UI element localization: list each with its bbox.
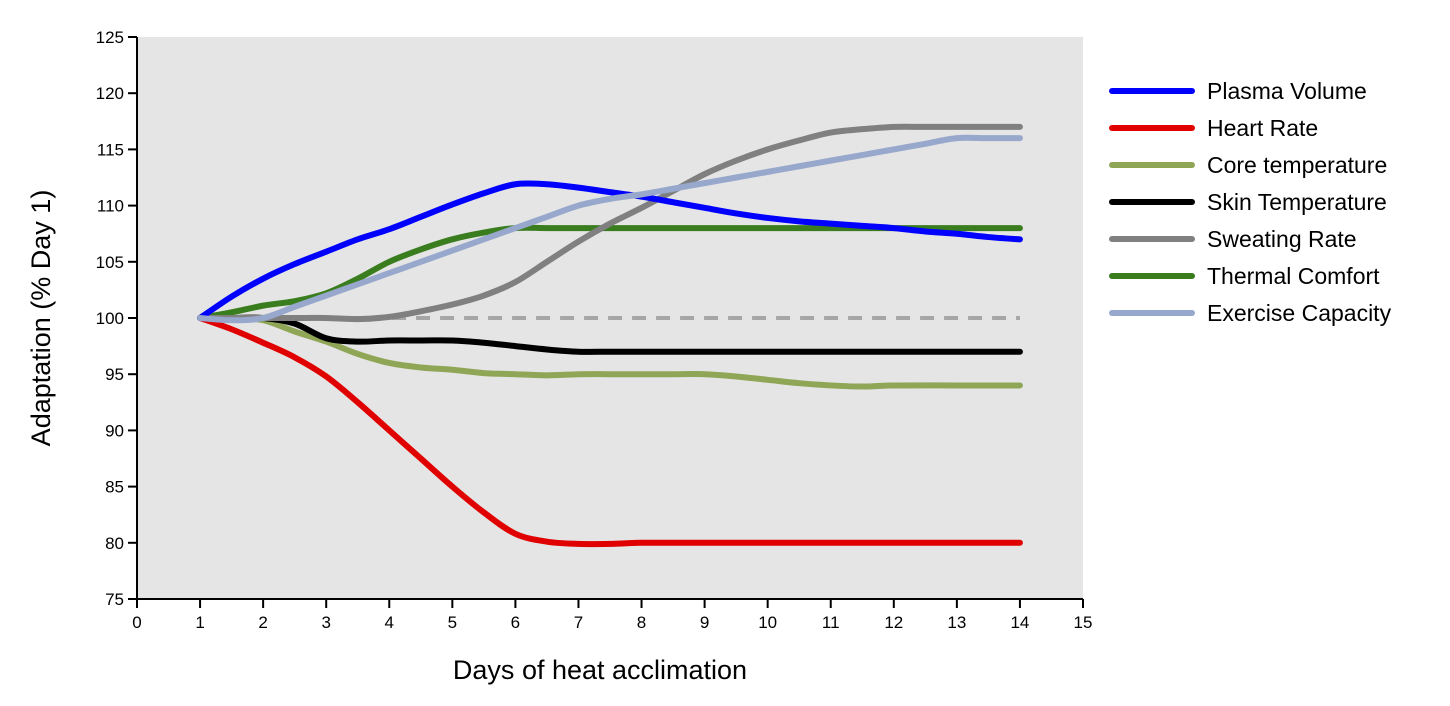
y-tick-label: 110 xyxy=(97,197,124,216)
x-tick-label: 14 xyxy=(1010,613,1029,632)
y-axis-title: Adaptation (% Day 1) xyxy=(26,190,56,447)
legend-label: Thermal Comfort xyxy=(1207,263,1380,289)
x-tick-label: 6 xyxy=(511,613,520,632)
series-line-heart-rate xyxy=(197,315,1023,548)
legend-item-plasma-volume: Plasma Volume xyxy=(1109,78,1367,104)
series-line-thermal-comfort xyxy=(197,224,1023,321)
x-tick-label: 12 xyxy=(884,613,903,632)
legend-item-sweating-rate: Sweating Rate xyxy=(1109,226,1357,252)
x-tick-label: 13 xyxy=(947,613,966,632)
ticks-layer: 0 1 2 3 4 5 6 7 8 9 10 11 12 13 14 15758085909510010511… xyxy=(96,28,1093,632)
y-tick-label: 75 xyxy=(105,590,124,609)
legend-label: Plasma Volume xyxy=(1207,78,1367,104)
legend-item-heart-rate: Heart Rate xyxy=(1109,115,1318,141)
x-tick-label: 3 xyxy=(321,613,330,632)
legend-label: Exercise Capacity xyxy=(1207,300,1392,326)
legend-label: Sweating Rate xyxy=(1207,226,1357,252)
y-tick-label: 90 xyxy=(105,421,124,440)
x-tick-label: 9 xyxy=(700,613,709,632)
y-tick-label: 125 xyxy=(96,28,124,47)
series-line-sweating-rate xyxy=(197,123,1023,323)
series-layer xyxy=(197,123,1023,548)
x-tick-label: 2 xyxy=(258,613,267,632)
y-tick-label: 95 xyxy=(105,365,124,384)
legend-item-core-temperature: Core temperature xyxy=(1109,152,1387,178)
y-tick-label: 85 xyxy=(105,478,124,497)
legend-item-skin-temperature: Skin Temperature xyxy=(1109,189,1387,215)
x-tick-label: 4 xyxy=(385,613,394,632)
legend-label: Heart Rate xyxy=(1207,115,1318,141)
y-tick-label: 120 xyxy=(96,84,124,103)
y-tick-label: 105 xyxy=(96,253,124,272)
y-tick-label: 80 xyxy=(105,534,124,553)
legend: Plasma Volume Heart Rate Core temperature S… xyxy=(1109,78,1392,326)
x-tick-label: 10 xyxy=(758,613,777,632)
x-tick-label: 8 xyxy=(637,613,646,632)
legend-item-exercise-capacity: Exercise Capacity xyxy=(1109,300,1392,326)
series-line-plasma-volume xyxy=(197,180,1023,321)
series-line-core-temperature xyxy=(197,314,1023,390)
legend-label: Core temperature xyxy=(1207,152,1387,178)
y-tick-label: 115 xyxy=(97,140,124,159)
x-tick-label: 0 xyxy=(132,613,141,632)
legend-item-thermal-comfort: Thermal Comfort xyxy=(1109,263,1380,289)
y-tick-label: 100 xyxy=(96,309,124,328)
series-line-exercise-capacity xyxy=(197,134,1023,324)
x-tick-label: 7 xyxy=(574,613,583,632)
series-line-skin-temperature xyxy=(197,314,1023,355)
x-tick-label: 5 xyxy=(448,613,457,632)
x-tick-label: 11 xyxy=(822,613,840,632)
legend-label: Skin Temperature xyxy=(1207,189,1387,215)
x-tick-label: 15 xyxy=(1074,613,1093,632)
x-tick-label: 1 xyxy=(195,613,204,632)
x-axis-title: Days of heat acclimation xyxy=(453,655,747,685)
